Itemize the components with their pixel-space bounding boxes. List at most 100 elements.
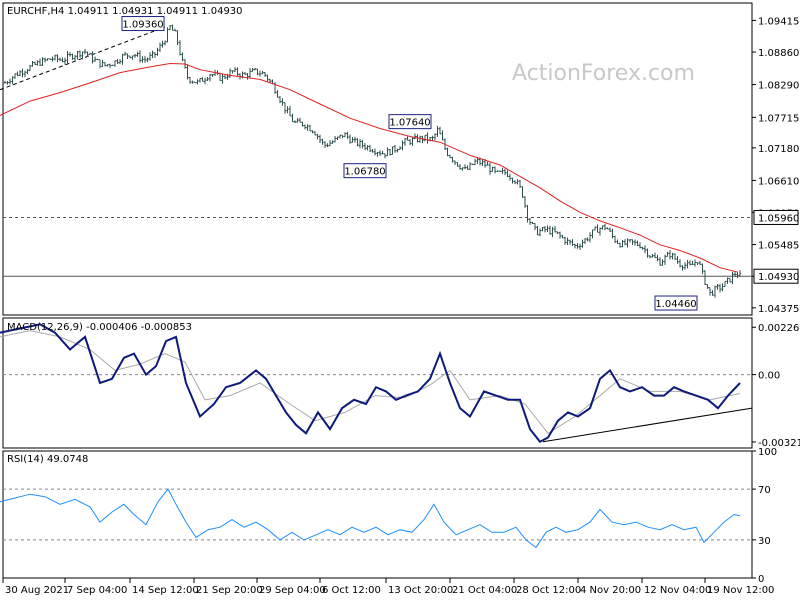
price-bar <box>23 70 27 78</box>
x-tick-label: 7 Sep 04:00 <box>67 585 127 596</box>
price-bar <box>118 58 122 65</box>
price-bar <box>421 135 424 144</box>
price-bar <box>733 271 737 277</box>
price-bar <box>576 243 579 249</box>
rsi-title: RSI(14) 49.0748 <box>7 454 88 465</box>
x-tick-label: 21 Oct 04:00 <box>452 585 517 596</box>
price-bar <box>296 118 299 123</box>
price-bar <box>498 170 502 172</box>
price-bar <box>123 51 127 56</box>
price-bar <box>393 144 397 153</box>
price-bar <box>458 164 462 170</box>
price-bar <box>206 77 209 82</box>
price-bar <box>243 71 247 75</box>
price-bar <box>586 237 589 242</box>
price-bar <box>678 259 682 268</box>
price-bar <box>111 64 114 67</box>
macd-panel-frame <box>2 317 753 449</box>
price-bar <box>491 166 494 172</box>
x-tick-label: 19 Nov 12:00 <box>707 585 774 596</box>
price-bar <box>658 257 662 266</box>
price-bar <box>636 240 639 247</box>
price-bar <box>21 68 24 78</box>
price-bar <box>396 148 399 153</box>
price-bar <box>403 137 407 146</box>
price-trendline <box>0 26 166 91</box>
price-bar <box>328 140 332 147</box>
x-tick-label: 30 Aug 2021 <box>5 585 69 596</box>
macd-signal-line <box>0 330 741 434</box>
price-bar <box>353 136 357 143</box>
price-bar <box>311 130 314 134</box>
price-bar <box>93 56 97 62</box>
price-bar <box>423 134 427 142</box>
price-bar <box>163 40 167 46</box>
price-bar <box>48 58 52 60</box>
price-bar <box>201 77 204 82</box>
price-bar <box>181 52 184 62</box>
price-bar <box>728 277 732 283</box>
price-bar <box>721 283 724 292</box>
price-bar <box>83 48 87 55</box>
price-bar <box>331 140 334 144</box>
price-bar <box>566 237 569 246</box>
price-bar <box>476 157 479 165</box>
macd-trendline <box>542 407 753 443</box>
price-bar <box>653 252 657 259</box>
price-bar <box>388 149 392 156</box>
macd-title: MACD(12,26,9) -0.000406 -0.000853 <box>7 322 192 333</box>
price-bar <box>161 40 164 48</box>
price-hline-label-box <box>753 268 799 284</box>
price-bar <box>618 242 622 248</box>
price-bar <box>626 238 629 248</box>
price-bar <box>698 260 702 265</box>
price-bar <box>631 239 634 245</box>
price-bar <box>208 73 212 82</box>
price-bar <box>303 124 307 130</box>
price-bar <box>323 141 327 149</box>
price-bar <box>236 67 239 77</box>
price-bar <box>308 124 312 132</box>
price-label: 1.09360 <box>122 20 163 31</box>
price-bar <box>246 72 249 80</box>
price-bar <box>178 40 182 56</box>
price-bar <box>121 53 124 65</box>
price-bar <box>513 180 517 185</box>
x-tick-label: 6 Oct 12:00 <box>322 585 381 596</box>
price-bar <box>333 136 337 143</box>
price-bar <box>541 226 544 232</box>
price-hline-label: 1.05960 <box>758 213 799 224</box>
price-bar <box>108 63 112 69</box>
price-bar <box>606 227 609 230</box>
price-bar <box>691 260 694 265</box>
rsi-y-tick-label: 30 <box>758 536 771 547</box>
price-bar <box>516 179 519 185</box>
price-label: 1.06780 <box>344 167 385 178</box>
price-bar <box>496 170 499 172</box>
price-bar <box>613 235 617 243</box>
price-bar <box>371 149 374 153</box>
price-bar <box>153 52 157 58</box>
price-y-tick-label: 1.05485 <box>758 241 799 252</box>
price-bar <box>716 283 719 290</box>
price-bar <box>713 285 717 298</box>
price-bar <box>326 143 329 148</box>
price-bar <box>211 73 214 77</box>
price-bar <box>358 139 362 149</box>
price-bar <box>703 270 707 285</box>
price-bar <box>366 145 369 151</box>
price-bar <box>56 54 59 63</box>
price-bar <box>368 144 372 153</box>
price-bar <box>248 68 252 79</box>
price-bar <box>348 134 352 144</box>
price-bar <box>128 55 132 59</box>
price-bar <box>386 147 389 157</box>
price-bar <box>663 254 667 265</box>
price-bar <box>661 259 664 266</box>
price-bar <box>731 271 734 285</box>
price-bar <box>198 78 202 83</box>
price-bar <box>11 76 14 85</box>
price-y-tick-label: 1.06610 <box>758 176 799 187</box>
price-bar <box>36 60 39 66</box>
